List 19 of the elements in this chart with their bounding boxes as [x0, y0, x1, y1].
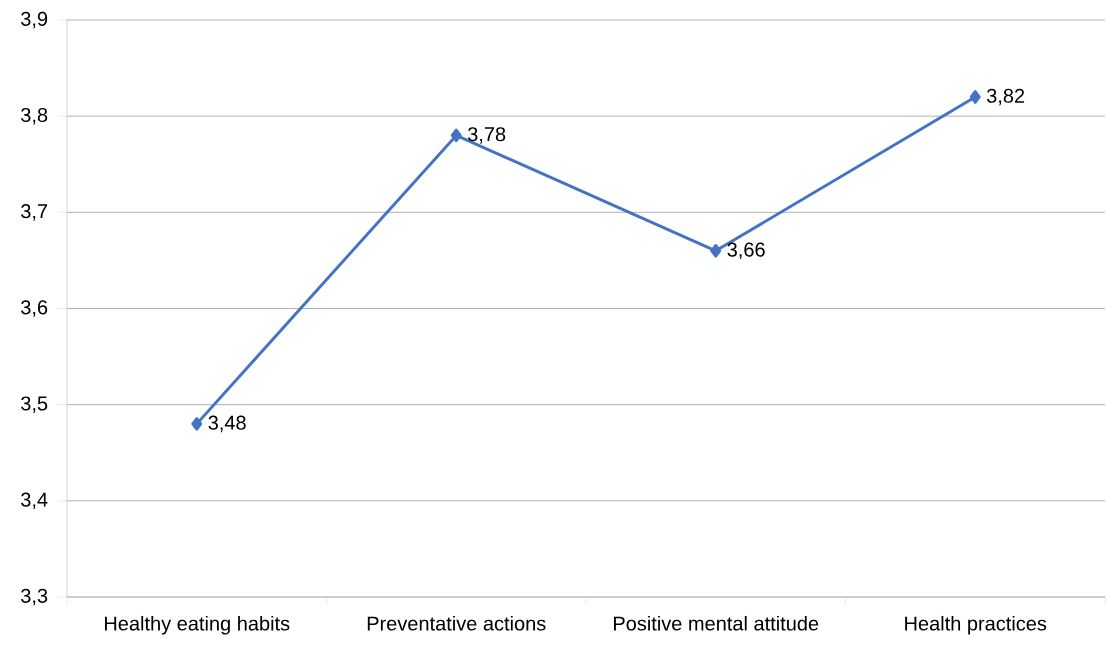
y-tick-label: 3,6 [21, 300, 48, 317]
x-tick-label: Preventative actions [367, 615, 546, 631]
y-tick-label: 3,4 [21, 492, 48, 510]
data-label: 3,66 [727, 242, 765, 260]
y-tick-label: 3,8 [21, 107, 48, 125]
point [450, 128, 462, 143]
y-tick-label: 3,3 [21, 588, 48, 606]
data-label: 3,48 [208, 415, 246, 433]
data-label: 3,82 [986, 88, 1025, 106]
y-tick-label: 3,7 [21, 204, 48, 221]
x-tick-label: Healthy eating habits [105, 615, 290, 635]
point [710, 243, 722, 258]
data-label: 3,78 [467, 127, 506, 144]
x-tick-label: Health practices [905, 615, 1047, 635]
x-tick-label: Positive mental attitude [613, 615, 819, 631]
y-tick-label: 3,5 [21, 396, 48, 413]
point [191, 417, 203, 431]
y-tick-label: 3,9 [21, 11, 48, 29]
point [969, 90, 981, 104]
